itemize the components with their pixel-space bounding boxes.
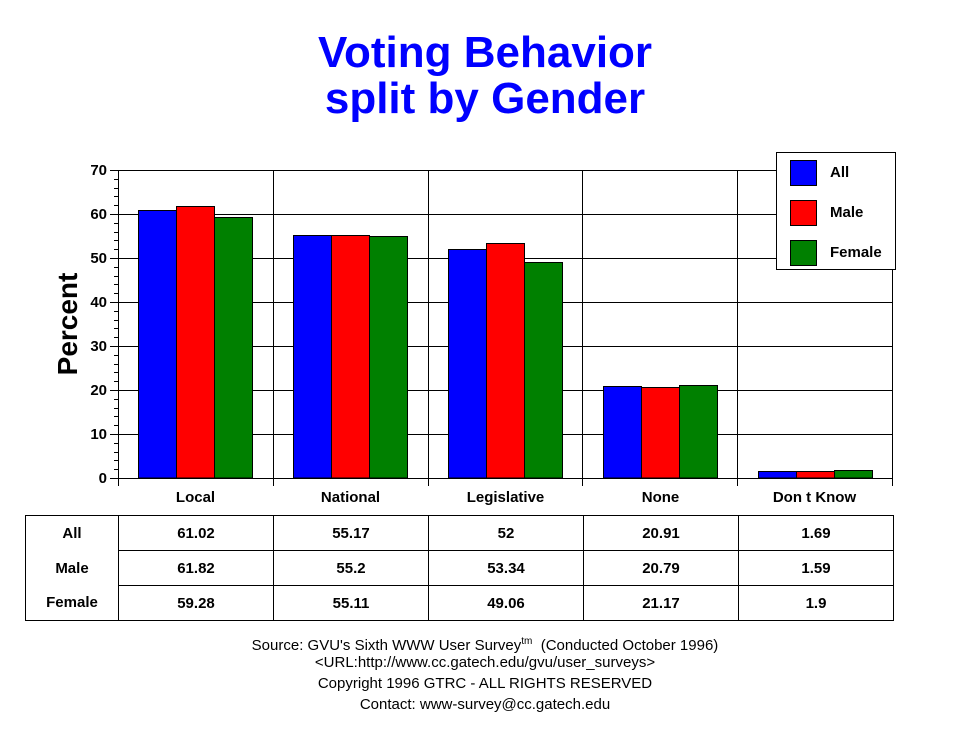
table-cell: 55.2 [273, 550, 429, 586]
legend-label-all: All [830, 164, 850, 181]
table-row-header: Female [25, 585, 119, 621]
chart-title: Voting Behavior split by Gender [0, 30, 970, 122]
bar-male-don-t-know [796, 471, 835, 479]
chart-title-line1: Voting Behavior [317, 28, 653, 77]
y-tick-label: 70 [90, 162, 107, 179]
data-table: All 61.02 55.17 52 20.91 1.69 Male 61.82… [25, 515, 894, 621]
bar-female-don-t-know [834, 470, 873, 479]
bar-all-national [293, 235, 332, 479]
y-tick-label: 0 [99, 470, 107, 487]
bar-all-none [603, 386, 642, 479]
table-cell: 55.11 [273, 585, 429, 621]
source-text: Source: GVU's Sixth WWW User Survey [251, 637, 522, 654]
legend-label-female: Female [830, 244, 882, 261]
bar-female-local [214, 217, 253, 479]
bar-all-legislative [448, 249, 487, 479]
footer-url: <URL:http://www.cc.gatech.edu/gvu/user_s… [314, 654, 656, 671]
y-tick-label: 20 [90, 382, 107, 399]
source-conducted: (Conducted October 1996) [532, 637, 719, 654]
table-cell: 59.28 [118, 585, 274, 621]
bar-all-don-t-know [758, 471, 797, 479]
legend-swatch-female [790, 240, 817, 266]
x-tick-label: None [641, 489, 680, 506]
x-tick-label: National [320, 489, 381, 506]
chart-subtitle: split by Gender [324, 74, 646, 123]
bar-male-legislative [486, 243, 525, 479]
footer-contact: Contact: www-survey@cc.gatech.edu [359, 696, 611, 713]
legend: All Male Female [776, 152, 896, 270]
legend-swatch-male [790, 200, 817, 226]
table-cell: 55.17 [273, 515, 429, 551]
x-tick-label: Local [175, 489, 216, 506]
bar-male-national [331, 235, 370, 479]
bar-male-local [176, 206, 215, 479]
y-tick-label: 40 [90, 294, 107, 311]
table-row-all: All 61.02 55.17 52 20.91 1.69 [25, 515, 894, 551]
table-row-male: Male 61.82 55.2 53.34 20.79 1.59 [25, 550, 894, 586]
bar-all-local [138, 210, 177, 479]
table-row-female: Female 59.28 55.11 49.06 21.17 1.9 [25, 585, 894, 621]
bar-female-none [679, 385, 718, 479]
table-row-header: Male [25, 550, 119, 586]
x-tick-label: Don t Know [772, 489, 857, 506]
x-tick-label: Legislative [466, 489, 545, 506]
table-cell: 20.91 [583, 515, 739, 551]
trademark: tm [521, 636, 533, 647]
footer-source: Source: GVU's Sixth WWW User Surveytm (C… [0, 636, 970, 654]
bar-male-none [641, 387, 680, 479]
legend-label-male: Male [830, 204, 864, 221]
y-tick-label: 30 [90, 338, 107, 355]
bar-female-legislative [524, 262, 563, 479]
table-cell: 20.79 [583, 550, 739, 586]
table-cell: 49.06 [428, 585, 584, 621]
y-tick-label: 10 [90, 426, 107, 443]
table-row-header: All [25, 515, 119, 551]
table-cell: 1.69 [738, 515, 894, 551]
table-cell: 61.02 [118, 515, 274, 551]
table-cell: 61.82 [118, 550, 274, 586]
table-cell: 53.34 [428, 550, 584, 586]
table-cell: 52 [428, 515, 584, 551]
y-tick-label: 50 [90, 250, 107, 267]
footer-copyright: Copyright 1996 GTRC - ALL RIGHTS RESERVE… [317, 675, 653, 692]
table-cell: 1.9 [738, 585, 894, 621]
bar-female-national [369, 236, 408, 479]
table-cell: 21.17 [583, 585, 739, 621]
y-tick-label: 60 [90, 206, 107, 223]
table-cell: 1.59 [738, 550, 894, 586]
legend-swatch-all [790, 160, 817, 186]
